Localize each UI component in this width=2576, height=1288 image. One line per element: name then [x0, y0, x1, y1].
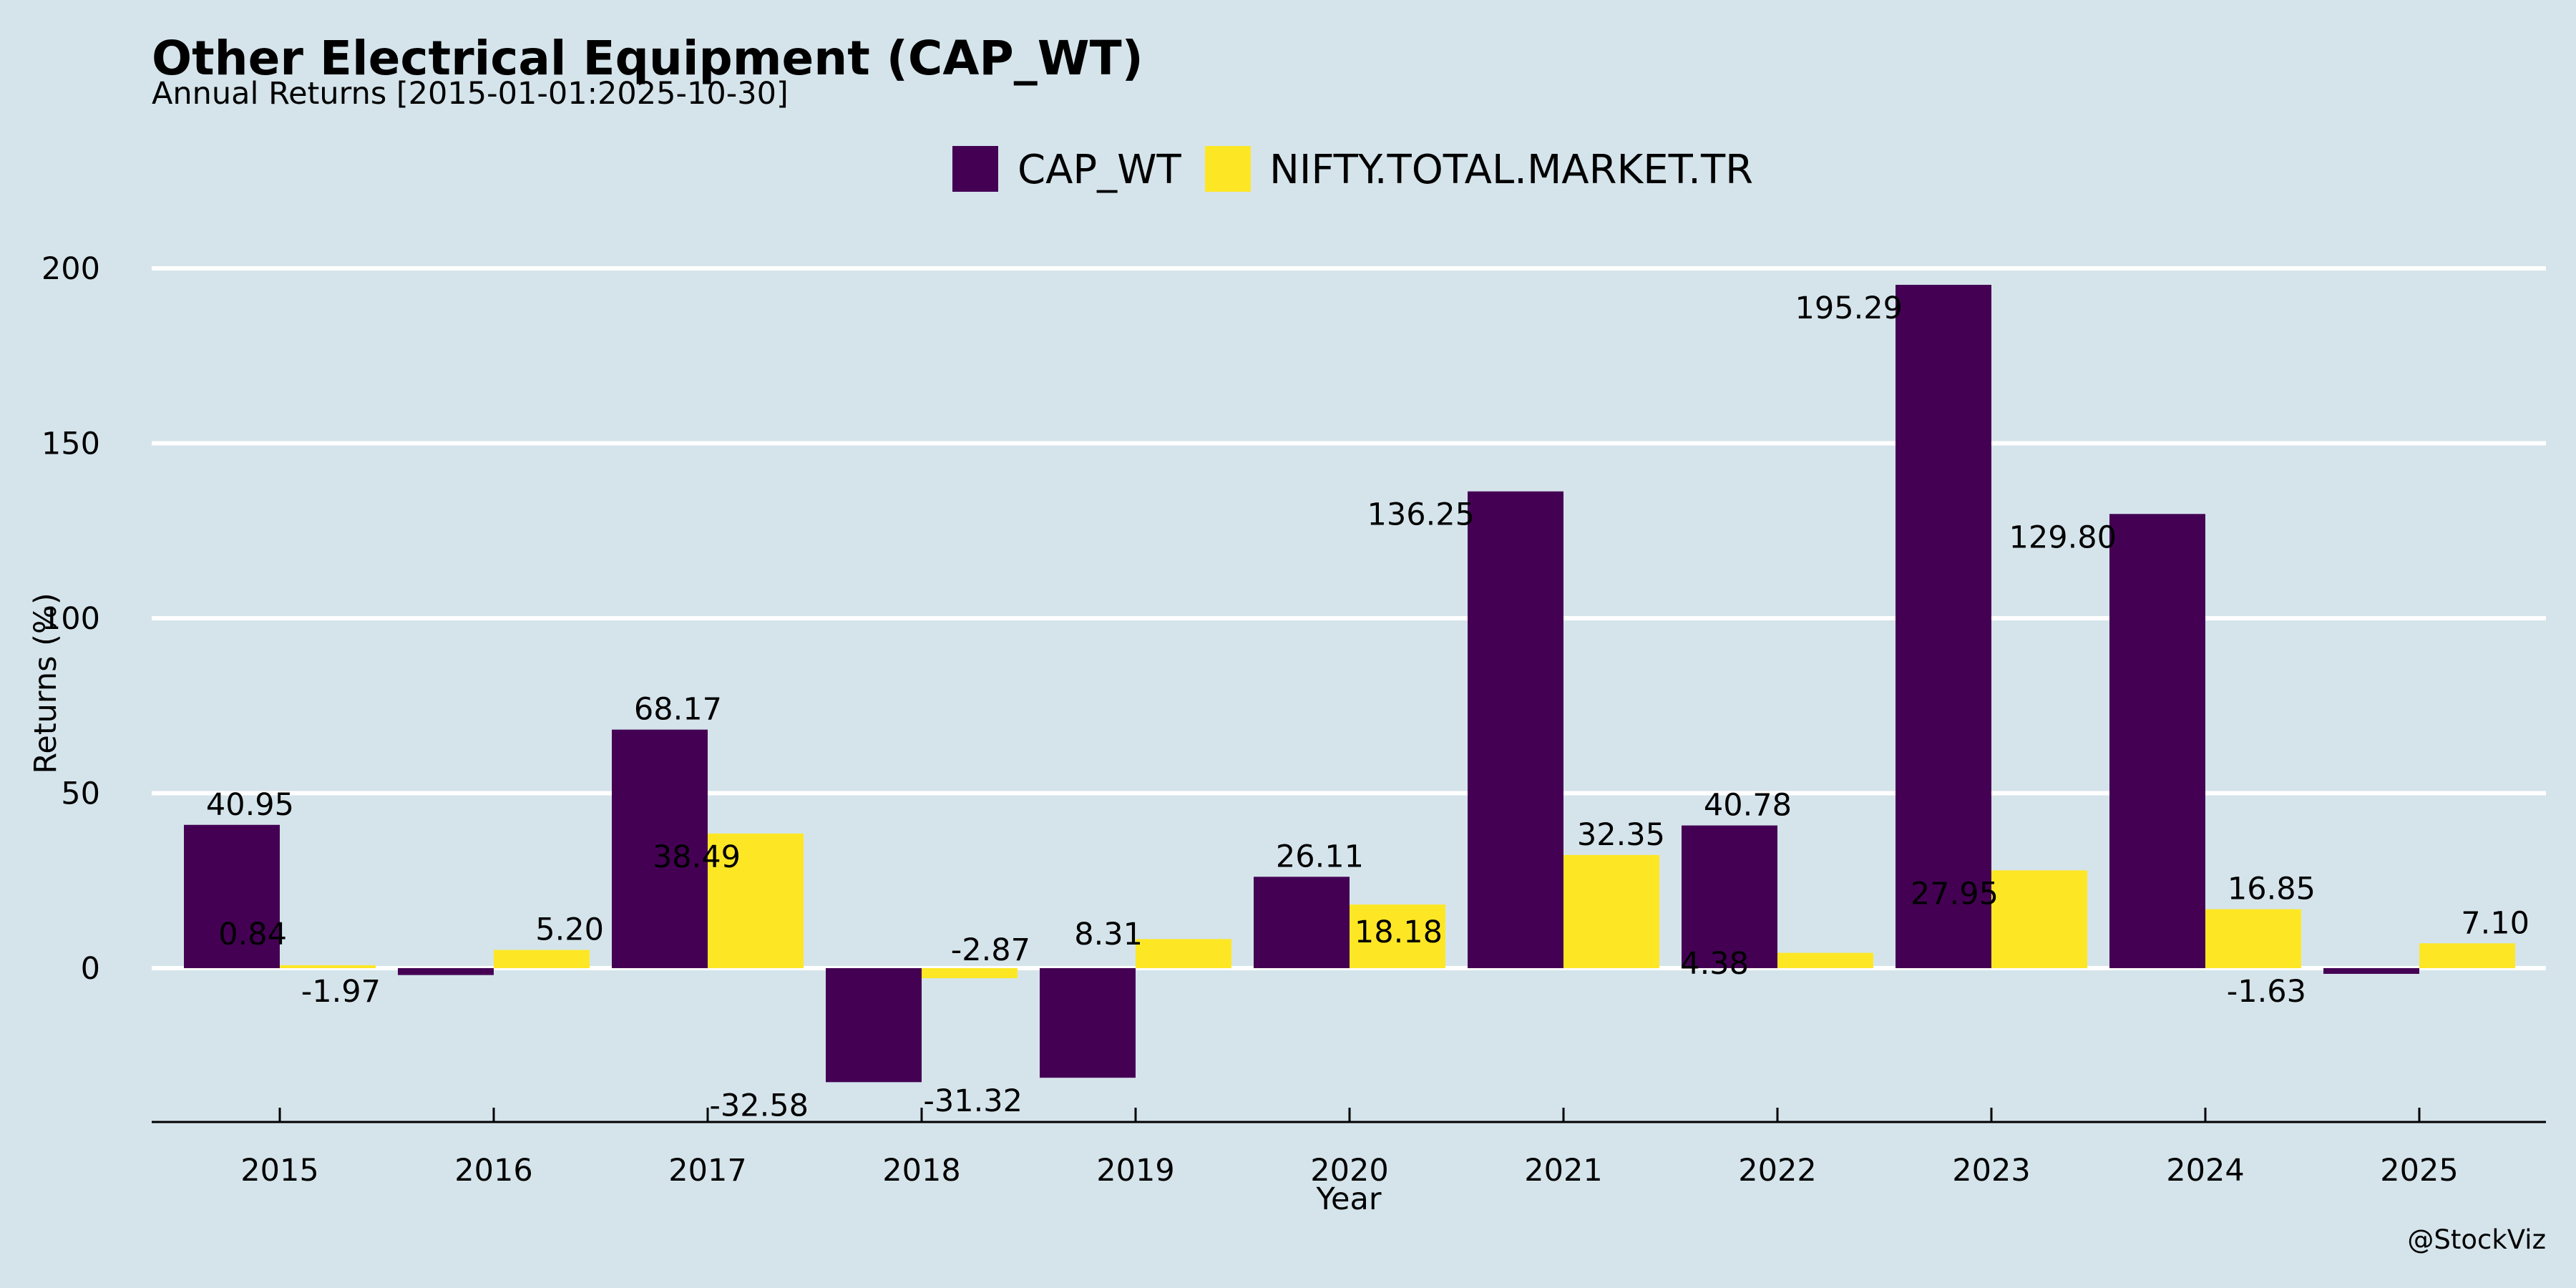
y-tick-label: 100	[42, 601, 100, 637]
y-axis-ticks: 0 50 100 150 200	[42, 251, 100, 987]
bar-value-label: -2.87	[951, 932, 1030, 968]
bar-value-label: 16.85	[2228, 872, 2316, 907]
bar-value-label: 4.38	[1680, 946, 1749, 982]
chart-subtitle: Annual Returns [2015-01-01:2025-10-30]	[152, 76, 789, 112]
bar-value-label: 7.10	[2461, 905, 2529, 941]
bar-value-label: -31.32	[923, 1083, 1023, 1119]
x-axis-label: Year	[1315, 1181, 1381, 1217]
bar-value-label: 195.29	[1795, 291, 1903, 326]
x-axis-ticks: 2015 2016 2017 2018 2019 2020 2021 2022 2023 2024…	[240, 1108, 2459, 1189]
bar-value-label: 129.80	[2009, 519, 2117, 555]
x-tick-label: 2018	[882, 1153, 960, 1189]
y-axis-label: Returns (%)	[28, 592, 64, 774]
bar-nifty-2019	[1136, 939, 1231, 968]
bar-value-label: 40.95	[206, 787, 294, 823]
bar-nifty-2018	[922, 968, 1018, 979]
x-tick-label: 2019	[1096, 1153, 1174, 1189]
y-tick-label: 0	[81, 951, 100, 987]
x-tick-label: 2021	[1524, 1153, 1602, 1189]
x-tick-label: 2024	[2166, 1153, 2244, 1189]
bar-cap-wt-2018	[826, 968, 922, 1083]
legend-label-cap-wt: CAP_WT	[1018, 147, 1182, 193]
bar-nifty-2025	[2419, 943, 2515, 968]
bar-value-label: 32.35	[1577, 817, 1665, 853]
bar-nifty-2017	[708, 833, 804, 968]
bar-nifty-2020	[1350, 904, 1445, 968]
bar-labels: 40.95 0.84 -1.97 5.20 68.17 38.49 -32.58 -2.87 -…	[206, 291, 2529, 1123]
bar-value-label: 136.25	[1367, 497, 1475, 533]
bar-value-label: 0.84	[218, 917, 287, 952]
bar-value-label: 40.78	[1704, 788, 1792, 824]
bar-nifty-2016	[494, 950, 590, 968]
bar-cap-wt-2019	[1040, 968, 1136, 1078]
bar-value-label: -1.97	[301, 974, 381, 1010]
bar-cap-wt-2024	[2109, 514, 2205, 968]
bar-value-label: 27.95	[1911, 876, 1999, 912]
bar-value-label: 5.20	[535, 912, 604, 948]
legend-swatch-cap-wt	[952, 146, 998, 192]
y-tick-label: 200	[42, 251, 100, 287]
y-tick-label: 150	[42, 426, 100, 462]
bar-nifty-2022	[1777, 952, 1873, 968]
bar-cap-wt-2023	[1896, 285, 1991, 969]
x-tick-label: 2023	[1952, 1153, 2030, 1189]
bar-cap-wt-2020	[1254, 877, 1350, 968]
x-tick-label: 2025	[2380, 1153, 2458, 1189]
bar-value-label: 68.17	[634, 692, 722, 728]
bar-value-label: -1.63	[2227, 974, 2306, 1010]
legend: CAP_WT NIFTY.TOTAL.MARKET.TR	[952, 146, 1753, 193]
x-tick-label: 2020	[1310, 1153, 1388, 1189]
bar-cap-wt-2022	[1682, 825, 1777, 968]
credit-text: @StockViz	[2407, 1224, 2546, 1255]
bar-value-label: 18.18	[1355, 914, 1443, 950]
bar-cap-wt-2015	[184, 824, 280, 968]
chart-title: Other Electrical Equipment (CAP_WT)	[152, 31, 1143, 86]
bar-value-label: 38.49	[653, 839, 741, 875]
legend-label-nifty: NIFTY.TOTAL.MARKET.TR	[1269, 147, 1753, 193]
bar-cap-wt-2016	[398, 968, 494, 975]
legend-swatch-nifty	[1205, 146, 1251, 192]
x-tick-label: 2015	[240, 1153, 318, 1189]
bar-nifty-2024	[2205, 909, 2301, 968]
bar-nifty-2015	[280, 965, 376, 968]
x-tick-label: 2022	[1738, 1153, 1816, 1189]
x-tick-label: 2017	[668, 1153, 746, 1189]
bar-cap-wt-2021	[1468, 491, 1563, 968]
bar-nifty-2023	[1991, 870, 2087, 968]
bars	[184, 285, 2515, 1083]
bar-cap-wt-2017	[612, 729, 708, 968]
bar-value-label: -32.58	[709, 1088, 809, 1123]
bar-value-label: 8.31	[1074, 917, 1143, 952]
y-tick-label: 50	[61, 776, 100, 812]
bar-nifty-2021	[1563, 854, 1659, 968]
bar-cap-wt-2025	[2323, 968, 2419, 974]
bar-value-label: 26.11	[1276, 839, 1364, 874]
x-tick-label: 2016	[454, 1153, 532, 1189]
